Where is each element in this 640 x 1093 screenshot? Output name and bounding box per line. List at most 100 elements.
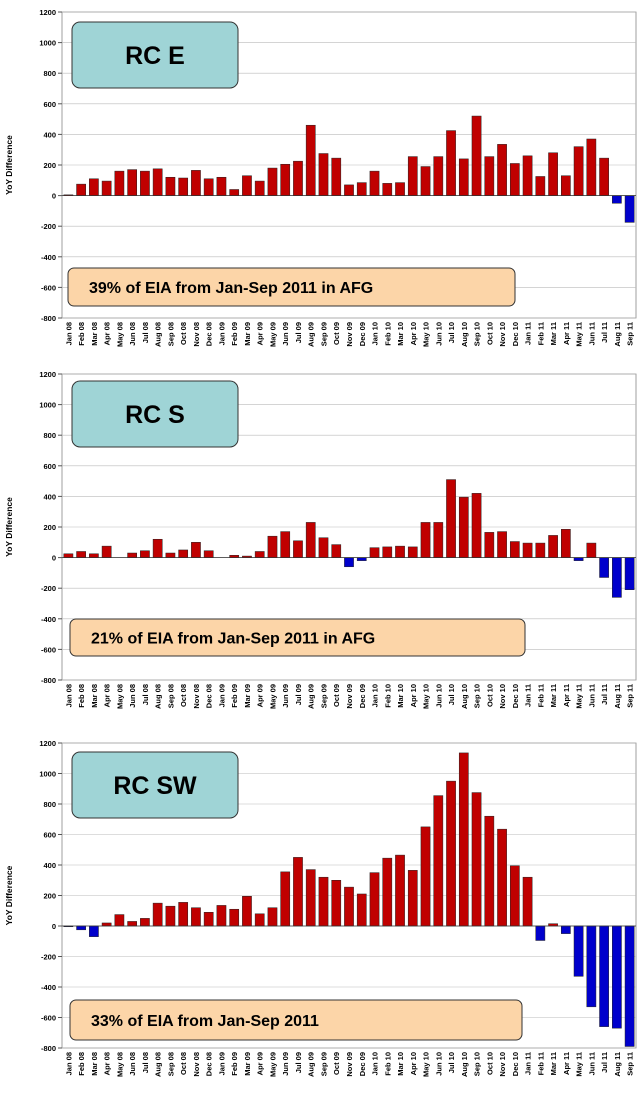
bar xyxy=(586,138,597,196)
x-tick-label: Dec 08 xyxy=(205,684,214,708)
bar xyxy=(63,553,74,558)
bar xyxy=(293,857,303,927)
x-tick-label: Jan 10 xyxy=(371,322,380,345)
bar xyxy=(433,522,444,558)
bar xyxy=(127,552,137,558)
bar xyxy=(458,158,469,196)
x-tick-label: Feb 11 xyxy=(536,322,545,345)
x-tick-label: Jan 11 xyxy=(524,684,533,707)
x-tick-label: Nov 10 xyxy=(498,1052,507,1077)
bar xyxy=(369,170,380,196)
x-tick-label: Apr 11 xyxy=(562,322,571,345)
y-tick-label: 1200 xyxy=(39,8,56,17)
bar xyxy=(191,170,201,196)
title-box xyxy=(71,380,239,448)
x-tick-label: Feb 08 xyxy=(77,322,86,346)
bar xyxy=(344,886,354,927)
bar xyxy=(344,557,354,568)
x-tick-label: Dec 10 xyxy=(511,1052,520,1076)
x-tick-label: Mar 09 xyxy=(243,684,252,708)
x-tick-label: Apr 08 xyxy=(103,684,112,707)
bar xyxy=(573,146,584,196)
x-tick-label: Apr 09 xyxy=(256,684,265,707)
x-tick-label: Oct 08 xyxy=(179,1052,188,1075)
bar xyxy=(446,130,456,196)
bar xyxy=(420,826,431,927)
bar xyxy=(293,540,303,558)
bar xyxy=(407,546,418,558)
bar xyxy=(612,925,622,1029)
x-tick-label: Dec 09 xyxy=(358,322,367,346)
x-tick-label: Feb 10 xyxy=(383,1052,392,1076)
bar xyxy=(420,522,431,558)
bar xyxy=(127,169,137,196)
bar xyxy=(356,182,367,196)
x-tick-label: Dec 09 xyxy=(358,1052,367,1076)
bar xyxy=(471,493,482,558)
chart-title: RC E xyxy=(125,42,185,70)
bar xyxy=(89,925,99,937)
bar xyxy=(561,529,571,558)
bar xyxy=(509,541,520,558)
bar xyxy=(242,175,252,196)
bar xyxy=(612,195,622,204)
x-tick-label: Aug 08 xyxy=(154,1052,163,1077)
chart-title: RC S xyxy=(125,401,185,429)
x-tick-label: Nov 08 xyxy=(192,322,201,347)
bar xyxy=(293,160,303,196)
x-tick-label: May 11 xyxy=(575,684,584,709)
bar xyxy=(497,828,507,927)
x-tick-label: Mar 10 xyxy=(396,684,405,708)
y-tick-label: -800 xyxy=(41,676,56,685)
x-tick-label: Oct 09 xyxy=(332,322,341,345)
x-tick-label: Sep 11 xyxy=(626,684,635,708)
bar xyxy=(509,163,520,196)
x-tick-label: May 11 xyxy=(575,322,584,347)
bar xyxy=(522,542,533,558)
bar xyxy=(242,896,252,927)
y-tick-label: -800 xyxy=(41,1044,56,1053)
x-tick-label: Nov 10 xyxy=(498,684,507,709)
x-tick-label: Feb 08 xyxy=(77,684,86,708)
x-tick-label: Jan 09 xyxy=(217,322,226,345)
bar xyxy=(89,178,99,196)
x-tick-label: Mar 10 xyxy=(396,1052,405,1076)
y-tick-label: 200 xyxy=(43,892,56,901)
bar xyxy=(101,180,112,196)
x-tick-label: Jan 09 xyxy=(217,684,226,707)
y-tick-label: -600 xyxy=(41,645,56,654)
bar xyxy=(433,156,444,196)
x-tick-label: Oct 09 xyxy=(332,1052,341,1075)
bar xyxy=(471,792,482,927)
bar xyxy=(586,542,597,558)
bar xyxy=(446,479,456,558)
bar xyxy=(535,176,546,196)
bar xyxy=(89,553,99,558)
x-tick-label: May 10 xyxy=(422,1052,431,1077)
x-tick-label: Apr 08 xyxy=(103,322,112,345)
x-tick-label: Jun 08 xyxy=(128,322,137,346)
x-tick-label: Aug 09 xyxy=(307,684,316,709)
title-box xyxy=(71,751,239,819)
x-tick-label: Jun 10 xyxy=(434,322,443,346)
bar xyxy=(624,557,635,590)
bar xyxy=(612,557,622,598)
bar xyxy=(573,557,584,561)
x-tick-label: Jul 08 xyxy=(141,1052,150,1073)
x-tick-label: Jul 10 xyxy=(447,1052,456,1073)
bar xyxy=(331,157,342,196)
y-tick-label: -400 xyxy=(41,253,56,262)
bar xyxy=(140,550,150,558)
chart-title: RC SW xyxy=(113,772,197,800)
annotation: 33% of EIA from Jan-Sep 2011 xyxy=(91,1013,319,1030)
x-tick-label: Oct 08 xyxy=(179,684,188,707)
x-tick-label: Apr 10 xyxy=(409,684,418,707)
x-tick-label: Jun 08 xyxy=(128,1052,137,1076)
y-axis-label: YoY Difference xyxy=(4,135,14,195)
x-tick-label: Jul 11 xyxy=(600,1052,609,1073)
y-tick-label: 600 xyxy=(43,462,56,471)
bar xyxy=(254,913,265,927)
bar xyxy=(318,876,329,927)
x-tick-label: Oct 10 xyxy=(485,684,494,707)
